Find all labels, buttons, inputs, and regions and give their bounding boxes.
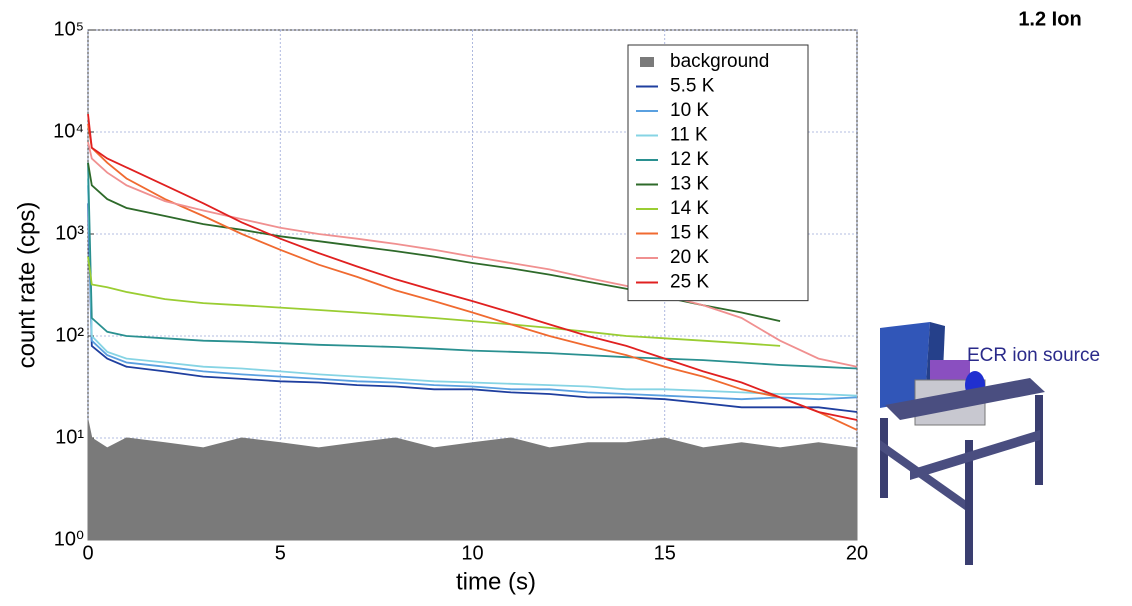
plot: 0 5 10 15 20 10⁰ 10¹ 10² 10³ 10⁴ 10⁵ background 5.5 … bbox=[53, 18, 868, 564]
legend-label: 13 K bbox=[670, 174, 709, 195]
y-tick-label: 10⁵ bbox=[53, 18, 84, 40]
legend-label: 12 K bbox=[670, 149, 709, 170]
legend-label: 15 K bbox=[670, 223, 709, 244]
y-tick-label: 10⁰ bbox=[54, 528, 84, 550]
line bbox=[87, 178, 858, 397]
y-axis-label: count rate (cps) bbox=[13, 202, 40, 369]
y-tick-label: 10⁴ bbox=[53, 120, 84, 142]
legend-label: 5.5 K bbox=[670, 76, 715, 97]
legend-swatch bbox=[640, 57, 654, 67]
annotation: ECR ion source bbox=[967, 345, 1100, 366]
line bbox=[87, 256, 781, 347]
line bbox=[87, 185, 858, 401]
x-tick-label: 15 bbox=[654, 542, 676, 564]
y-tick-label: 10² bbox=[55, 324, 84, 346]
legend-label: 11 K bbox=[670, 125, 708, 146]
x-tick-label: 5 bbox=[275, 542, 286, 564]
legend-box bbox=[627, 44, 809, 302]
line bbox=[87, 113, 858, 421]
x-tick-label: 0 bbox=[82, 542, 93, 564]
legend-label: 10 K bbox=[670, 100, 709, 121]
legend-label: 25 K bbox=[670, 272, 709, 293]
x-tick-label: 20 bbox=[846, 542, 868, 564]
line bbox=[87, 203, 858, 413]
slide-title: 1.2 Ion bbox=[1018, 8, 1081, 30]
legend-label: 14 K bbox=[670, 198, 709, 219]
ecr-illustration bbox=[880, 322, 1045, 565]
line bbox=[87, 141, 858, 368]
area bbox=[87, 419, 858, 541]
y-tick-label: 10¹ bbox=[55, 426, 84, 448]
line bbox=[87, 123, 858, 431]
legend-label: 20 K bbox=[670, 247, 709, 268]
x-axis-label: time (s) bbox=[456, 568, 536, 595]
legend-label: background bbox=[670, 51, 769, 72]
y-tick-label: 10³ bbox=[55, 222, 84, 244]
line bbox=[87, 162, 858, 370]
x-tick-label: 10 bbox=[461, 542, 483, 564]
